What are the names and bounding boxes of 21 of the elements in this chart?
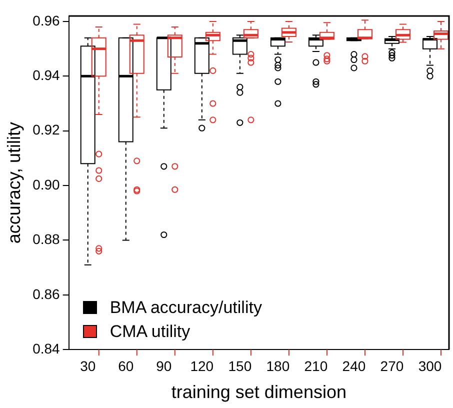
x-tick-label: 270 [380,358,404,374]
x-tick-label: 300 [418,358,442,374]
y-tick-label: 0.84 [32,340,60,356]
x-tick-label: 60 [118,358,134,374]
y-tick-label: 0.92 [32,122,60,138]
x-tick-label: 180 [266,358,290,374]
x-tick-label: 30 [80,358,96,374]
x-tick-label: 150 [228,358,252,374]
y-axis-title: accuracy, utility [4,122,24,244]
y-tick-label: 0.90 [32,176,60,192]
y-tick-label: 0.88 [32,231,60,248]
x-tick-label: 90 [156,358,172,374]
y-tick-label: 0.94 [32,67,60,84]
x-tick-label: 210 [304,358,328,374]
y-tick-label: 0.96 [32,12,60,28]
legend-label: CMA utility [110,322,190,342]
x-axis-title: training set dimension [171,382,346,402]
legend-label: BMA accuracy/utility [110,298,262,318]
x-tick-label: 120 [190,358,214,374]
y-tick-label: 0.86 [32,286,60,302]
x-tick-label: 240 [342,358,366,374]
